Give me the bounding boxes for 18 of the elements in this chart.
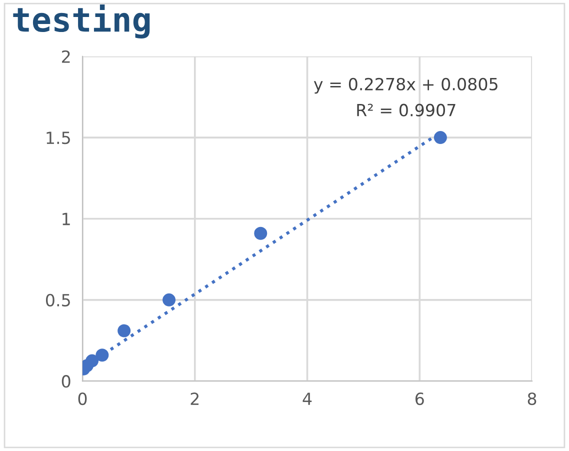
x-tick-label: 8 [528, 392, 536, 406]
y-tick-label: 0.5 [46, 294, 70, 306]
x-tick-label: 0 [78, 392, 87, 406]
point [434, 131, 447, 144]
point [162, 293, 176, 306]
point [254, 226, 268, 240]
y-tick-label: 1.5 [46, 132, 70, 144]
y-tick-label: 2 [62, 50, 70, 63]
y-tick-label: 1 [62, 212, 70, 226]
x-tick-label: 6 [416, 392, 424, 406]
point [118, 324, 131, 338]
x-tick-label: 2 [190, 392, 199, 405]
point [96, 348, 109, 362]
y-tick-label: 0 [62, 375, 70, 388]
chart-title: testing [13, 4, 150, 38]
annotation: y = 0.2278x + 0.0805 [314, 78, 498, 94]
x-tick-label: 4 [302, 392, 312, 405]
annotation: R² = 0.9907 [357, 104, 456, 116]
